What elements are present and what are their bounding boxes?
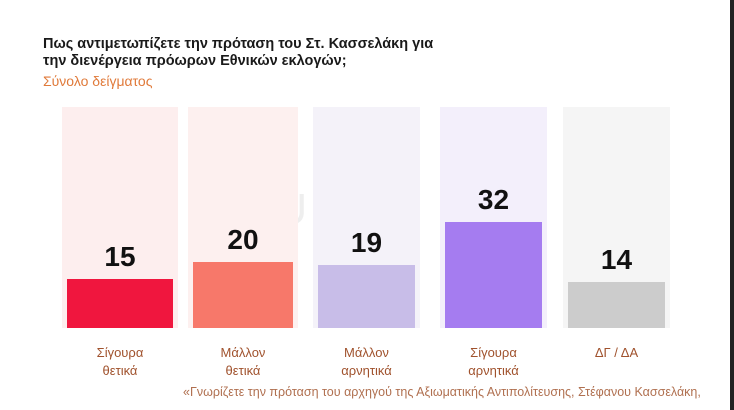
category-label: Μάλλον θετικά <box>220 345 266 378</box>
bar <box>193 262 293 328</box>
chart-title: Πως αντιμετωπίζετε την πρόταση του Στ. Κ… <box>43 36 434 69</box>
bar <box>67 278 173 328</box>
footnote: «Γνωρίζετε την πρόταση του αρχηγού της Α… <box>183 385 701 399</box>
window-edge <box>730 0 734 410</box>
bar <box>445 222 542 328</box>
bar-column: 15 <box>62 107 178 328</box>
bar <box>318 265 415 328</box>
data-label: 20 <box>227 224 259 256</box>
category-label: ΔΓ / ΔΑ <box>594 345 639 360</box>
bar-column: 32 <box>440 107 547 328</box>
category-label: Σίγουρα αρνητικά <box>468 345 519 378</box>
chart-subtitle: Σύνολο δείγματος <box>43 73 153 89</box>
data-label: 14 <box>600 243 633 275</box>
bar-column: 20 <box>188 107 298 328</box>
data-label: 19 <box>350 227 383 259</box>
bar-column: 19 <box>313 107 420 328</box>
bar-column: 14 <box>563 107 670 328</box>
category-label: Σίγουρα θετικά <box>96 345 144 378</box>
data-label: 15 <box>104 240 136 272</box>
bar <box>568 281 665 328</box>
data-label: 32 <box>477 184 510 216</box>
category-label: Μάλλον αρνητικά <box>341 345 392 378</box>
